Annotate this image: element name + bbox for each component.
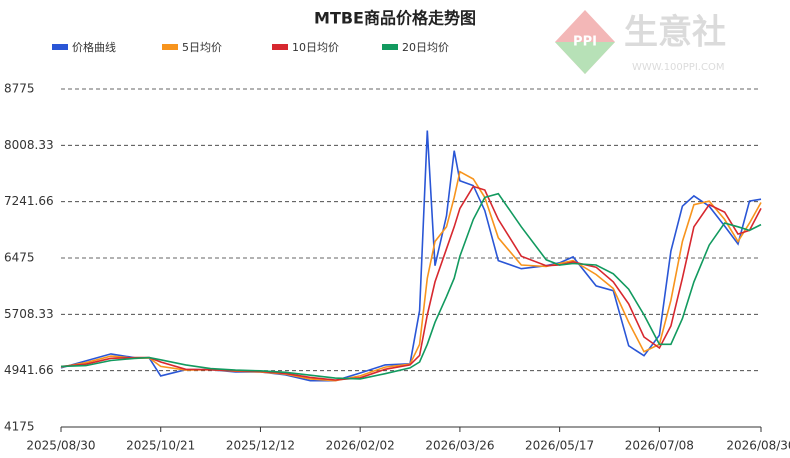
series-line: [60, 130, 762, 382]
legend-swatch: [52, 44, 68, 50]
y-tick-label: 7241.66: [4, 194, 54, 208]
logo-url: WWW.100PPI.COM: [632, 62, 724, 73]
legend-swatch: [162, 44, 178, 50]
x-tick-label: 2025/12/12: [226, 439, 295, 453]
series-line: [60, 170, 762, 382]
series-line: [60, 192, 762, 380]
legend-swatch: [272, 44, 288, 50]
x-tick-label: 2026/05/17: [525, 439, 594, 453]
y-tick-label: 6475: [4, 251, 35, 265]
logo-badge-shape: [555, 42, 615, 74]
x-tick-label: 2025/08/30: [26, 439, 95, 453]
x-tick-label: 2025/10/21: [126, 439, 195, 453]
legend-label: 价格曲线: [72, 40, 116, 54]
logo-badge-shape: [555, 10, 615, 74]
legend-label: 10日均价: [292, 41, 339, 54]
y-tick-label: 8008.33: [4, 138, 54, 152]
legend-swatch: [382, 44, 398, 50]
x-tick-label: 2026/03/26: [425, 439, 494, 453]
logo: PPI 生意社 WWW.100PPI.COM: [555, 10, 726, 74]
y-tick-label: 4175: [4, 420, 35, 434]
series-line: [60, 185, 762, 381]
logo-badge: PPI: [573, 35, 597, 50]
y-tick-label: 4941.66: [4, 363, 54, 377]
logo-name: 生意社: [624, 13, 726, 53]
legend-label: 5日均价: [182, 41, 222, 54]
chart-title: MTBE商品价格走势图: [314, 9, 476, 28]
y-tick-label: 5708.33: [4, 307, 54, 321]
y-tick-label: 8775: [4, 82, 35, 96]
legend-label: 20日均价: [402, 41, 449, 54]
x-tick-label: 2026/02/02: [326, 439, 395, 453]
x-tick-label: 2026/07/08: [625, 439, 694, 453]
x-tick-label: 2026/08/30: [726, 439, 790, 453]
